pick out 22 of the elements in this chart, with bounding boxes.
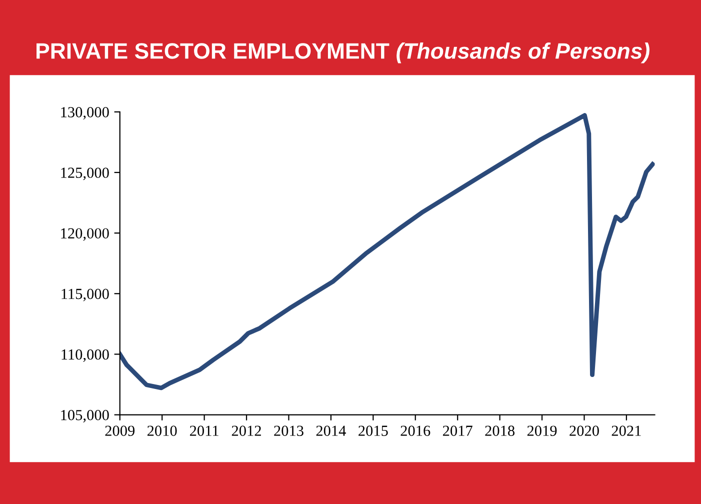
y-tick-label: 125,000 — [61, 168, 109, 180]
x-tick-label: 2011 — [190, 426, 218, 436]
x-tick-label: 2012 — [232, 426, 261, 436]
x-tick-label: 2015 — [358, 426, 388, 436]
x-tick-label: 2018 — [485, 426, 514, 436]
x-tick-label: 2010 — [147, 426, 177, 436]
y-tick-label: 130,000 — [61, 107, 109, 120]
y-tick-label: 110,000 — [62, 349, 109, 362]
x-tick-label: 2009 — [105, 426, 135, 436]
x-tick-label: 2017 — [442, 426, 472, 436]
y-tick-label: 115,000 — [62, 288, 109, 302]
x-tick-label: 2020 — [570, 426, 599, 436]
x-tick-label: 2021 — [612, 426, 641, 436]
x-tick-label: 2016 — [400, 426, 430, 436]
x-tick-label: 2014 — [316, 426, 346, 436]
x-tick-label: 2013 — [274, 426, 304, 436]
y-tick-label: 105,000 — [61, 410, 109, 422]
x-tick-label: 2019 — [527, 426, 557, 436]
line-series — [120, 113, 655, 390]
y-tick-label: 120,000 — [61, 228, 109, 241]
chart-title: PRIVATE SECTOR EMPLOYMENT — [36, 43, 390, 59]
chart-subtitle: (Thousands of Persons) — [396, 42, 650, 64]
